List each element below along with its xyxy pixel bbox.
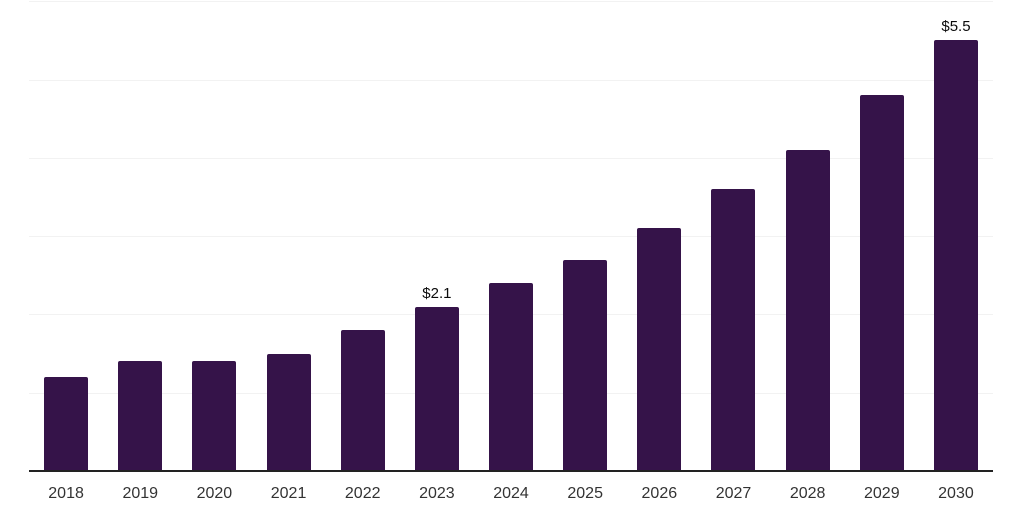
x-axis-label-2025: 2025	[567, 485, 603, 502]
bar-2018	[44, 377, 89, 471]
bar-2027	[711, 189, 756, 471]
bar-2020	[192, 361, 237, 471]
bar-slot-2022	[326, 0, 400, 471]
plot-area: $2.1 $5.5	[29, 0, 993, 471]
bar-value-label-2030: $5.5	[941, 18, 971, 36]
bar-2026	[637, 228, 682, 471]
bar-slot-2024	[474, 0, 548, 471]
x-axis-label-2021: 2021	[270, 485, 307, 502]
gridline-3	[29, 236, 993, 238]
x-axis-label-2030: 2030	[938, 485, 974, 502]
bar-slot-2019	[103, 0, 177, 471]
bar-slot-2020	[177, 0, 251, 471]
bar-slot-2028	[771, 0, 845, 471]
x-axis-label-2026: 2026	[641, 485, 678, 502]
x-axis-label-2029: 2029	[864, 485, 900, 502]
x-axis-line	[29, 470, 993, 472]
bar-slot-2027	[696, 0, 770, 471]
bar-slot-2025	[548, 0, 622, 471]
bar-2019	[118, 361, 163, 471]
bar-slot-2030: $5.5	[919, 0, 993, 471]
x-axis-label-2019: 2019	[122, 485, 159, 502]
bar-2023: $2.1	[414, 286, 459, 471]
gridline-5	[29, 79, 993, 81]
x-axis-label-2023: 2023	[419, 485, 455, 502]
bar-2029	[859, 95, 904, 471]
bar-slot-2023: $2.1	[400, 0, 474, 471]
x-axis-label-2028: 2028	[789, 485, 826, 502]
bars-container: $2.1 $5.5	[29, 0, 993, 471]
bar-2021	[266, 353, 311, 471]
bar-slot-2018	[29, 0, 103, 471]
gridline-4	[29, 157, 993, 159]
bar-slot-2029	[845, 0, 919, 471]
bar-slot-2026	[622, 0, 696, 471]
gridline-6	[29, 1, 993, 3]
x-axis-label-2024: 2024	[493, 485, 529, 502]
bar-2028	[785, 149, 830, 471]
bar-2030: $5.5	[933, 19, 978, 471]
x-axis-label-2027: 2027	[715, 485, 752, 502]
bar-2025	[563, 259, 608, 471]
x-axis-label-2020: 2020	[196, 485, 233, 502]
x-axis-label-2022: 2022	[344, 485, 381, 502]
x-axis-labels: 2018 2019 2020 2021 2022 2023 2024 2025 2026 2027…	[29, 484, 993, 504]
x-axis-label-2018: 2018	[48, 485, 84, 502]
bar-slot-2021	[251, 0, 325, 471]
bar-value-label-2023: $2.1	[422, 284, 452, 302]
bar-2024	[489, 283, 534, 471]
bar-2022	[340, 330, 385, 471]
